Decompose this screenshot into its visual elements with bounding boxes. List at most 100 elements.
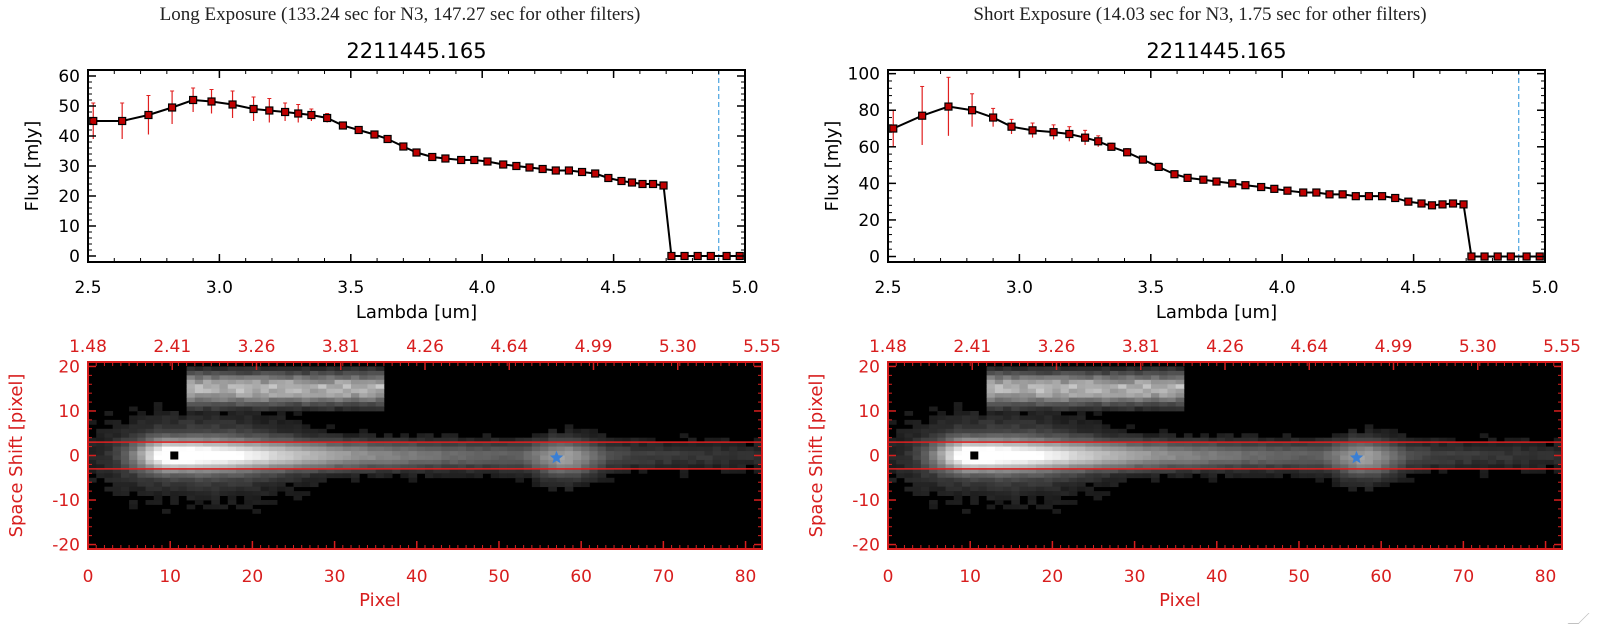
x-tick-label: 60 — [1370, 567, 1392, 587]
y-tick-label: 60 — [58, 67, 80, 87]
x-tick-label: 2.5 — [74, 278, 101, 298]
y-axis-label: Space Shift [pixel] — [806, 374, 827, 538]
x-tick-label: 5.0 — [731, 278, 758, 298]
top-tick-label: 5.55 — [1543, 337, 1581, 357]
y-tick-label: 40 — [858, 174, 880, 194]
data-point — [1312, 188, 1321, 197]
star-marker — [549, 450, 564, 464]
image-pixels — [88, 366, 763, 514]
data-point — [118, 116, 127, 126]
data-point — [89, 116, 98, 126]
data-point — [1270, 184, 1279, 193]
data-point — [693, 251, 702, 261]
data-point — [1228, 179, 1237, 188]
data-point — [1448, 199, 1458, 208]
data-point — [1257, 182, 1266, 192]
x-tick-label: 0 — [883, 567, 894, 587]
star-marker — [1349, 450, 1364, 464]
y-tick-label: 60 — [858, 138, 880, 158]
x-tick-label: 3.5 — [1137, 278, 1164, 298]
data-point — [1377, 192, 1387, 201]
data-point — [167, 103, 177, 112]
y-tick-label: -20 — [52, 536, 80, 556]
data-point — [483, 157, 492, 166]
y-tick-label: 20 — [858, 357, 880, 377]
data-point — [399, 142, 408, 151]
y-tick-label: 40 — [58, 127, 80, 147]
x-tick-label: 70 — [1453, 567, 1475, 587]
x-tick-label: 10 — [959, 567, 981, 587]
y-tick-label: 10 — [858, 402, 880, 422]
y-axis-label: Space Shift [pixel] — [6, 374, 27, 538]
data-point — [1123, 148, 1132, 157]
long-exposure-charts: 2211445.165 2.5 3.0 3.5 4.0 4.5 5.0 0 10 20 30 40 50… — [6, 39, 781, 611]
data-point — [680, 251, 689, 261]
data-point — [591, 169, 600, 178]
data-point — [1183, 173, 1192, 182]
data-point — [307, 110, 316, 120]
data-point — [627, 178, 637, 187]
plot-frame — [887, 69, 1546, 263]
data-point — [918, 111, 927, 120]
data-point — [1299, 188, 1308, 197]
data-point — [338, 121, 348, 130]
x-tick-label: 50 — [1288, 567, 1310, 587]
y-tick-label: 50 — [58, 97, 80, 117]
data-point — [1364, 192, 1374, 201]
top-tick-label: 5.55 — [743, 337, 781, 357]
data-point — [512, 161, 521, 171]
x-tick-label: 3.0 — [1006, 278, 1033, 298]
x-axis-label: Lambda [um] — [356, 302, 477, 323]
data-point — [617, 176, 626, 186]
x-axis-label: Lambda [um] — [1156, 302, 1277, 323]
data-point — [249, 104, 258, 114]
data-point — [265, 106, 274, 115]
data-point — [706, 251, 715, 261]
data-point — [470, 155, 479, 165]
data-point — [1170, 170, 1179, 179]
y-tick-label: 10 — [58, 217, 80, 237]
x-tick-label: 40 — [406, 567, 428, 587]
x-tick-label: 10 — [159, 567, 181, 587]
data-point — [1427, 201, 1437, 210]
x-tick-label: 3.5 — [337, 278, 364, 298]
top-tick-label: 2.41 — [953, 337, 991, 357]
data-point — [1081, 133, 1090, 142]
data-point — [370, 130, 379, 139]
x-tick-label: 50 — [488, 567, 510, 587]
source-marker — [170, 451, 179, 460]
y-tick-label: 30 — [58, 157, 80, 177]
data-point — [1154, 162, 1163, 172]
top-tick-label: 4.99 — [575, 337, 613, 357]
y-tick-label: 0 — [69, 247, 80, 267]
data-point — [577, 167, 587, 177]
data-point — [889, 124, 898, 133]
data-point — [1438, 200, 1447, 209]
x-tick-label: 80 — [1535, 567, 1557, 587]
top-tick-label: 1.48 — [869, 337, 907, 357]
x-tick-label: 20 — [1042, 567, 1064, 587]
data-point — [967, 106, 977, 115]
data-point — [323, 113, 332, 123]
exposure-title: Short Exposure (14.03 sec for N3, 1.75 s… — [973, 4, 1427, 25]
y-tick-label: -10 — [852, 491, 880, 511]
x-tick-label: 40 — [1206, 567, 1228, 587]
data-point — [638, 179, 647, 189]
short-exposure-charts: 2211445.165 2.5 3.0 3.5 4.0 4.5 5.0 0 20 40 60 80 10… — [806, 39, 1581, 611]
x-tick-label: 60 — [570, 567, 592, 587]
x-tick-label: 4.5 — [1400, 278, 1427, 298]
top-tick-label: 5.30 — [1459, 337, 1497, 357]
top-tick-label: 4.64 — [1290, 337, 1328, 357]
data-point — [441, 154, 450, 163]
data-point — [1283, 186, 1292, 195]
data-point — [944, 102, 953, 111]
x-tick-label: 4.0 — [469, 278, 496, 298]
top-tick-label: 3.26 — [238, 337, 276, 357]
data-point — [457, 155, 466, 165]
x-tick-label: 30 — [324, 567, 346, 587]
data-point — [1007, 122, 1016, 131]
top-tick-label: 1.48 — [69, 337, 107, 357]
data-point — [1107, 142, 1116, 151]
data-point — [144, 110, 153, 120]
data-point — [1212, 177, 1221, 186]
